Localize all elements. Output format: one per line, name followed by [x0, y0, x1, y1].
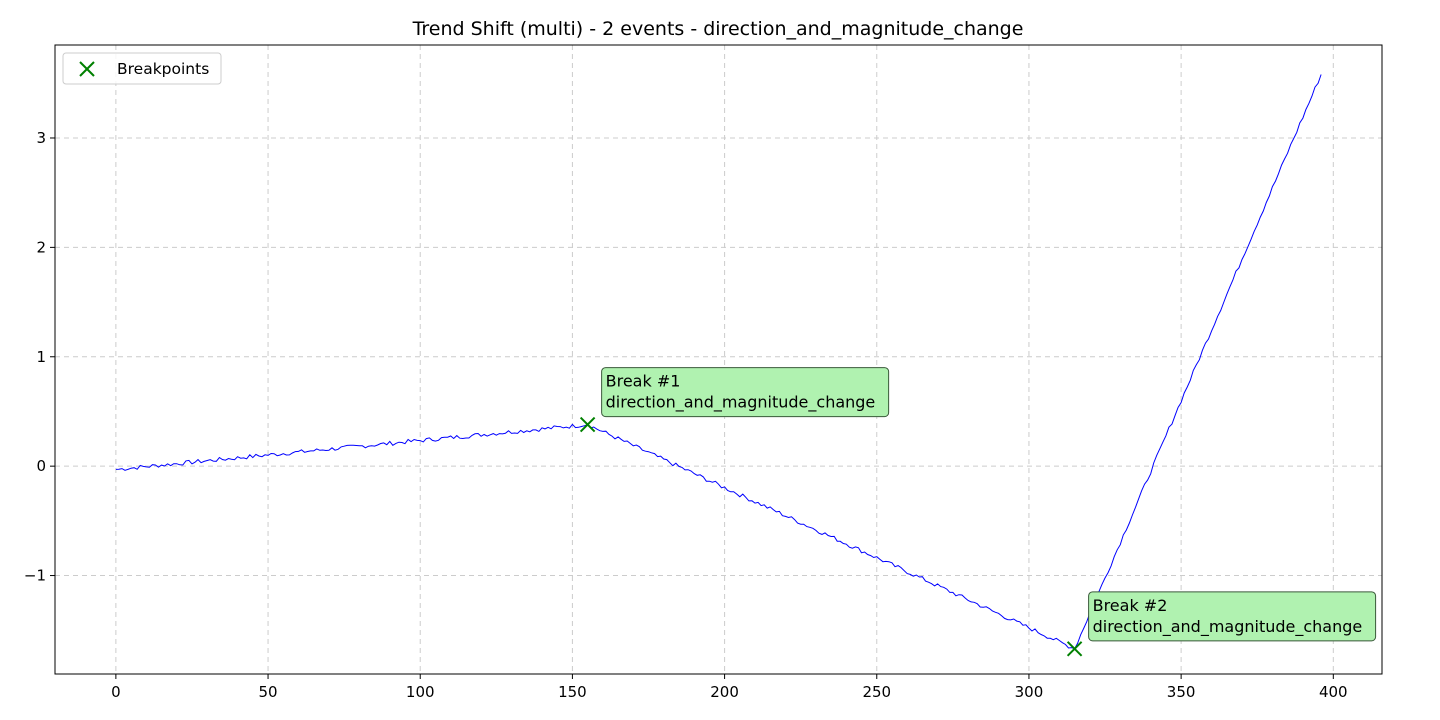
annotation-detail: direction_and_magnitude_change: [606, 393, 876, 413]
breakpoint-marker: [1066, 641, 1083, 657]
x-tick-label: 100: [406, 683, 435, 701]
annotation-title: Break #1: [606, 372, 681, 391]
breakpoint-marker: [579, 416, 596, 433]
legend: Breakpoints: [62, 52, 222, 85]
annotation-detail: direction_and_magnitude_change: [1093, 617, 1363, 637]
x-tick-label: 150: [558, 683, 587, 701]
x-tick-label: 400: [1319, 683, 1348, 701]
chart-title: Trend Shift (multi) - 2 events - directi…: [412, 18, 1024, 40]
breakpoint-x-stroke: [579, 416, 596, 433]
y-tick-label: 3: [36, 129, 46, 147]
annotation-title: Break #2: [1093, 596, 1168, 615]
legend-marker-x-icon: [79, 61, 95, 77]
legend-x-stroke: [79, 61, 95, 77]
x-tick-label: 50: [259, 683, 278, 701]
breakpoint-annotation: Break #1 direction_and_magnitude_change: [601, 367, 890, 418]
legend-box: [62, 52, 222, 85]
grid-lines: [55, 45, 1382, 674]
breakpoint-x-stroke: [1066, 641, 1083, 657]
y-tick-label: 0: [36, 457, 46, 475]
breakpoint-annotation: Break #2 direction_and_magnitude_change: [1088, 591, 1377, 642]
breakpoint-markers: [579, 416, 1083, 657]
series-line: [115, 74, 1322, 650]
y-tick-label: 2: [36, 238, 46, 256]
x-axis-ticks: 0 50 100 150 200 250 300 350 400: [111, 674, 1348, 701]
y-axis-ticks: −1 0 1 2 3: [24, 129, 55, 585]
y-tick-label: −1: [24, 567, 46, 585]
y-tick-label: 1: [36, 348, 46, 366]
x-tick-label: 300: [1015, 683, 1044, 701]
x-tick-label: 350: [1167, 683, 1196, 701]
x-tick-label: 200: [710, 683, 739, 701]
series-polyline: [115, 74, 1322, 650]
legend-label: Breakpoints: [117, 60, 209, 78]
annotation-box: [601, 367, 890, 418]
x-tick-label: 250: [862, 683, 891, 701]
breakpoint-annotations: Break #1direction_and_magnitude_changeBr…: [601, 367, 1377, 642]
annotation-box: [1088, 591, 1377, 642]
x-tick-label: 0: [111, 683, 121, 701]
plot-frame: [54, 44, 1383, 675]
